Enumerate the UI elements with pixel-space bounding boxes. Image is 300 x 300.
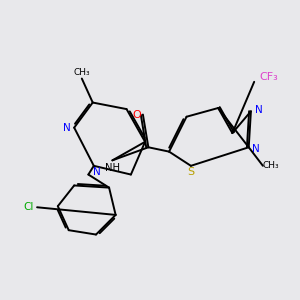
Text: N: N <box>63 123 70 133</box>
Text: NH: NH <box>105 163 120 173</box>
Text: CF₃: CF₃ <box>260 72 279 82</box>
Text: CH₃: CH₃ <box>262 161 279 170</box>
Text: S: S <box>187 167 194 177</box>
Text: O: O <box>132 110 141 119</box>
Text: CH₃: CH₃ <box>74 68 90 77</box>
Text: Cl: Cl <box>23 202 33 212</box>
Text: N: N <box>93 167 101 177</box>
Text: N: N <box>254 105 262 115</box>
Text: N: N <box>252 144 260 154</box>
